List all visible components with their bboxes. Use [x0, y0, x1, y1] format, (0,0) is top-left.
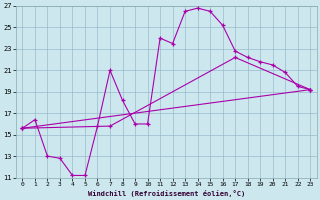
X-axis label: Windchill (Refroidissement éolien,°C): Windchill (Refroidissement éolien,°C): [88, 190, 245, 197]
